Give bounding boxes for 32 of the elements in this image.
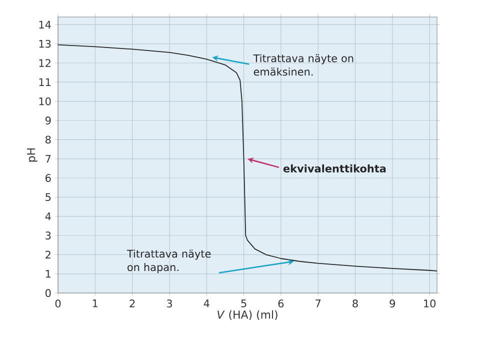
x-tick-label: 9	[390, 300, 396, 308]
y-tick-label: 1	[46, 270, 51, 278]
line-series	[58, 44, 438, 272]
x-tick-label: 1	[92, 300, 98, 308]
annotation: Titrattava näyte on hapan.	[126, 250, 211, 274]
y-tick-label: 7	[46, 155, 51, 163]
y-tick-label: 10	[39, 97, 51, 106]
y-tick-label: 5	[46, 193, 51, 202]
x-tick-label: 7	[316, 300, 321, 308]
annotation: Titrattava näyte on emäksinen.	[253, 54, 354, 76]
y-tick-label: 12	[39, 59, 50, 67]
y-tick-label: 11	[39, 78, 51, 86]
x-tick-label: 0	[55, 300, 61, 308]
x-tick-label: 5	[241, 300, 246, 308]
y-tick-label: 0	[46, 289, 51, 297]
x-tick-label: 8	[352, 300, 358, 308]
y-tick-label: 4	[45, 212, 51, 220]
y-tick-label: 3	[46, 232, 51, 240]
y-tick-label: 8	[46, 136, 51, 144]
x-tick-label: 10	[424, 300, 436, 308]
y-tick-label: 14	[39, 20, 51, 28]
y-tick-label: 13	[39, 40, 51, 48]
annotation: ekvivalenttikohta	[283, 164, 386, 172]
y-tick-label: 6	[46, 174, 51, 182]
x-tick-label: 3	[166, 300, 172, 308]
y-axis-title: pH	[27, 148, 38, 162]
x-axis-title: V (HA) (ml)	[218, 310, 278, 320]
x-tick-label: 4	[204, 300, 210, 308]
y-tick-label: 2	[46, 250, 50, 259]
x-tick-label: 6	[278, 300, 284, 308]
y-tick-label: 9	[45, 116, 51, 124]
x-tick-label: 2	[130, 300, 135, 308]
